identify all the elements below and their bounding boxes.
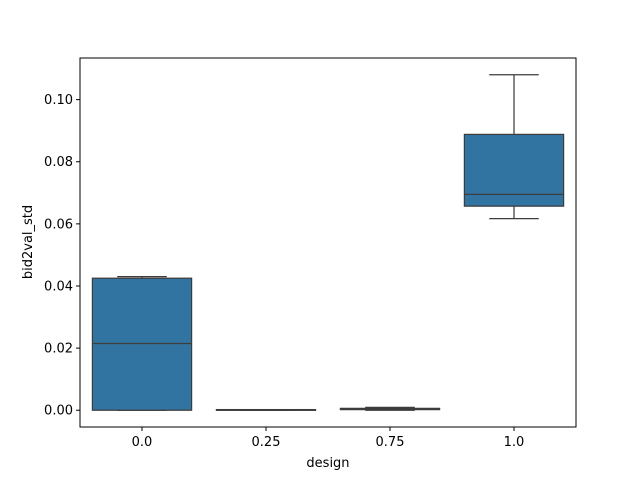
y-tick-label: 0.00	[44, 404, 73, 419]
box-body	[463, 133, 565, 207]
x-tick-label: 1.0	[504, 435, 525, 450]
y-axis-label: bid2val_std	[21, 205, 36, 279]
x-axis-label: design	[306, 456, 349, 471]
y-tick-label: 0.04	[44, 279, 73, 294]
plot-frame	[79, 57, 577, 428]
x-tick-label: 0.0	[132, 435, 153, 450]
y-tick-label: 0.02	[44, 342, 73, 357]
box-group	[339, 406, 441, 411]
box-body	[91, 277, 193, 411]
y-tick-label: 0.08	[44, 155, 73, 170]
y-tick-label: 0.10	[44, 93, 73, 108]
y-tick-label: 0.06	[44, 217, 73, 232]
box-group	[215, 408, 317, 411]
box-group	[463, 74, 565, 220]
x-tick-label: 0.75	[376, 435, 405, 450]
box-group	[91, 276, 193, 411]
x-tick-label: 0.25	[252, 435, 281, 450]
